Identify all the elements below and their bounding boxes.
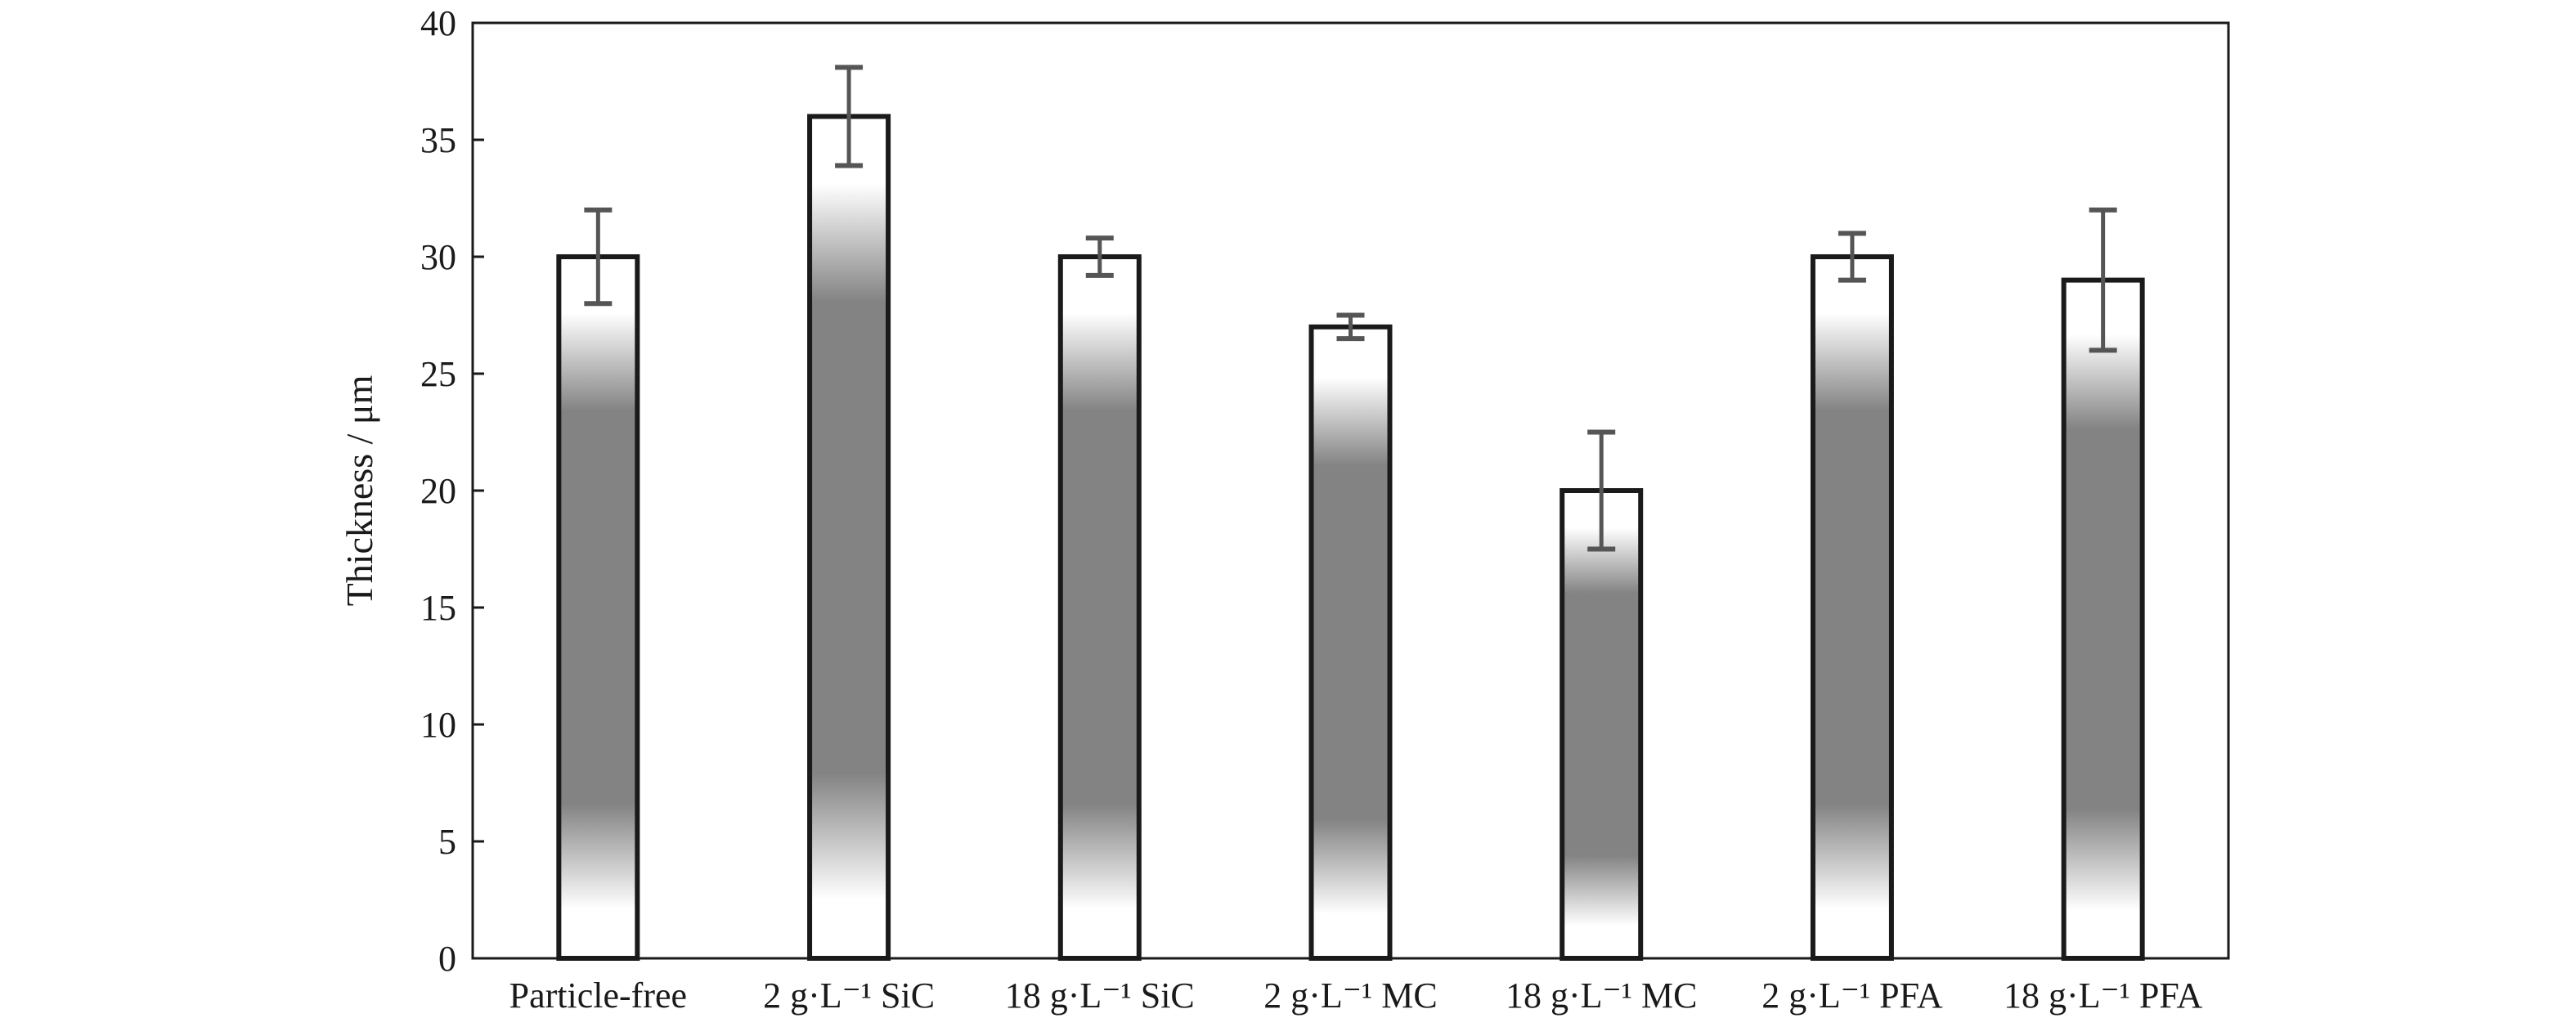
x-axis-labels: Particle-free 2 g·L⁻¹ SiC 18 g·L⁻¹ SiC 2 g·… [509,975,2203,1016]
y-tick-label: 5 [438,822,456,862]
error-bars [584,65,2117,552]
error-bar [1587,429,1616,552]
x-category-label: 18 g·L⁻¹ SiC [1005,975,1195,1016]
y-tick-label: 20 [420,471,456,511]
y-axis-title: Thickness / μm [339,374,380,606]
x-category-label: 18 g·L⁻¹ PFA [2004,975,2203,1016]
error-bar [1838,231,1866,283]
y-axis: 0 5 10 15 20 25 30 35 40 [420,3,484,979]
x-category-label: 2 g·L⁻¹ MC [1263,975,1437,1016]
x-category-label: Particle-free [509,975,687,1016]
x-category-label: 2 g·L⁻¹ PFA [1761,975,1943,1016]
x-category-label: 18 g·L⁻¹ MC [1506,975,1697,1016]
bar [2061,277,2145,962]
y-tick-label: 40 [420,3,456,43]
bar [1057,254,1142,961]
error-bar [584,207,613,307]
bars [556,114,2145,962]
error-bar [835,65,864,168]
bar [556,254,640,961]
bar [1810,254,1894,961]
bar [807,114,891,961]
error-bar [2089,207,2117,353]
bar [1560,488,1644,961]
y-tick-label: 25 [420,354,456,394]
y-tick-label: 10 [420,705,456,745]
y-tick-label: 35 [420,120,456,160]
y-tick-label: 30 [420,237,456,277]
y-tick-label: 15 [420,588,456,628]
y-tick-label: 0 [438,939,456,979]
error-bar [1085,235,1114,278]
x-category-label: 2 g·L⁻¹ SiC [763,975,935,1016]
error-bar [1336,312,1365,342]
bar [1308,324,1393,961]
